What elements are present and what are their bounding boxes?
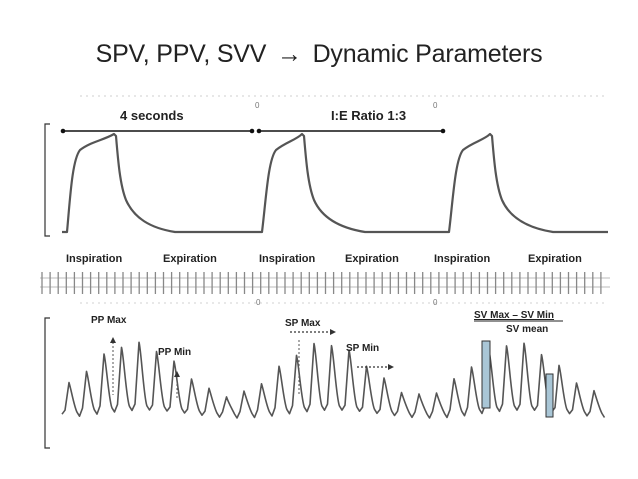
duration-arrow [60, 128, 255, 134]
phase-label-1: Inspiration [66, 253, 123, 265]
marker-zero-4: 0 [433, 298, 438, 307]
sp-max-label: SP Max [285, 318, 321, 329]
marker-zero-1: 0 [255, 101, 260, 110]
pp-max-arrowhead-icon [110, 337, 116, 343]
time-ruler [40, 272, 610, 294]
airway-pressure-waveform [62, 132, 608, 234]
pp-min-arrowhead-icon [174, 371, 180, 377]
marker-zero-3: 0 [256, 298, 261, 307]
phase-label-5: Inspiration [434, 253, 491, 265]
marker-zero-2: 0 [433, 101, 438, 110]
top-axis-bracket [44, 123, 50, 237]
sv-min-bar [545, 373, 554, 418]
phase-label-3: Inspiration [259, 253, 316, 265]
duration-label: 4 seconds [120, 108, 184, 123]
slide-title: SPV, PPV, SVV → Dynamic Parameters [0, 40, 638, 69]
phase-label-6: Expiration [528, 253, 582, 265]
right-arrow-icon: → [277, 40, 302, 68]
bottom-axis-bracket [44, 317, 50, 449]
phase-label-4: Expiration [345, 253, 399, 265]
sv-mean-label: SV mean [506, 324, 548, 335]
arterial-pressure-waveform [61, 341, 606, 419]
sv-formula-label: SV Max – SV Min [474, 310, 554, 321]
ie-ratio-arrow [256, 128, 446, 134]
sp-min-label: SP Min [346, 343, 379, 354]
title-left: SPV, PPV, SVV [95, 40, 267, 68]
sp-min-arrowhead-icon [388, 364, 394, 370]
sp-max-arrowhead-icon [330, 329, 336, 335]
phase-label-2: Expiration [163, 253, 217, 265]
sv-max-bar [481, 340, 491, 409]
ie-ratio-label: I:E Ratio 1:3 [331, 108, 406, 123]
pp-min-label: PP Min [158, 347, 191, 358]
title-right: Dynamic Parameters [312, 40, 543, 68]
pp-max-label: PP Max [91, 315, 127, 326]
